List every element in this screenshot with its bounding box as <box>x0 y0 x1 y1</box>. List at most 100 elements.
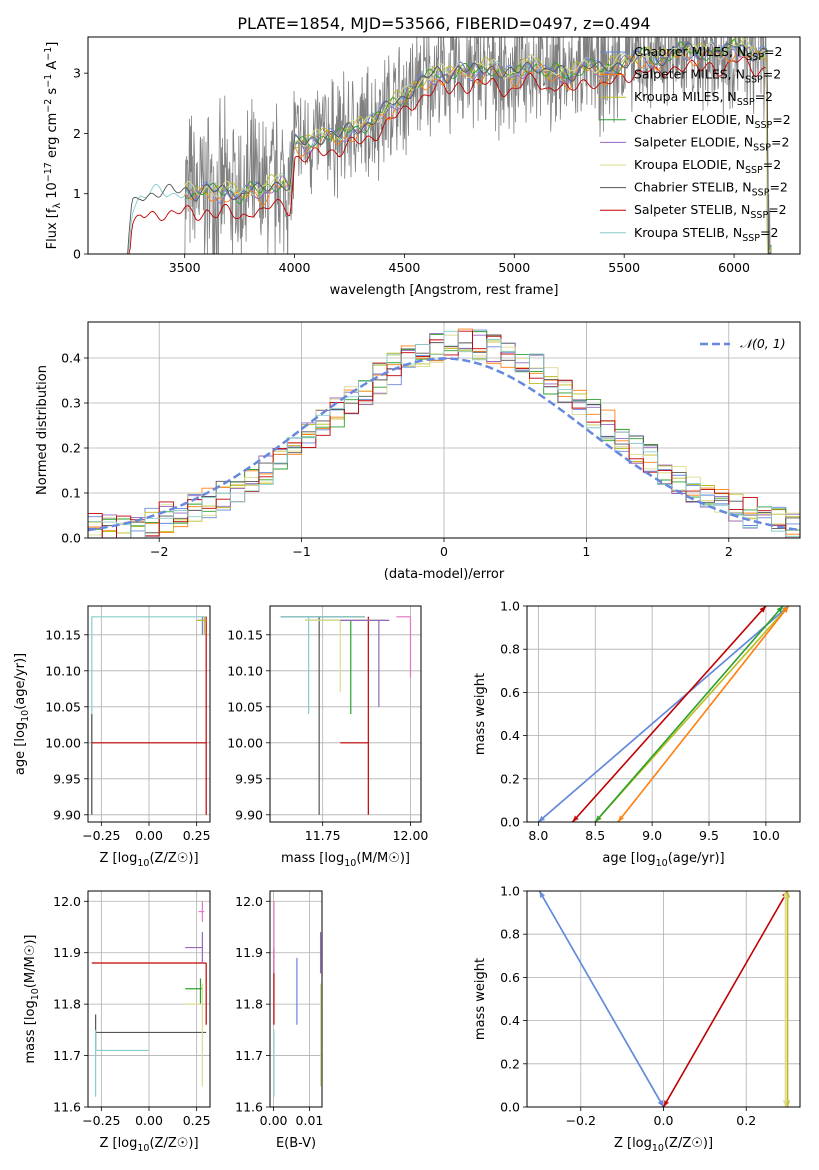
spectrum-xtick-label: 4500 <box>389 260 421 275</box>
age_vs_Z-axes: −0.25 0.00 0.25 9.90 9.95 10.00 10.05 10.10 10.1… <box>13 606 211 869</box>
massweight_vs_Z-xtick-label: −0.2 <box>566 1113 596 1128</box>
spectrum-model-chabrier_stelib <box>127 42 772 254</box>
legend-entry-chabrier_miles: Chabrier MILES, NSSP=2 <box>634 44 782 63</box>
mass_vs_Z-ylabel: mass [log10(M/M☉)] <box>23 935 41 1064</box>
massweight_vs_Z-xtick-label: 0.2 <box>736 1113 756 1128</box>
age_vs_Z-ytick-label: 9.95 <box>53 771 81 786</box>
massweight_vs_Z-ytick-label: 0.0 <box>500 1100 520 1115</box>
massweight_vs_Z-xlabel: Z [log10(Z/Z☉)] <box>614 1136 713 1154</box>
legend-entry-kroupa_elodie: Kroupa ELODIE, NSSP=2 <box>634 157 781 176</box>
legend-entry-salpeter_miles: Salpeter MILES, NSSP=2 <box>634 67 781 86</box>
legend-entry-salpeter_elodie: Salpeter ELODIE, NSSP=2 <box>634 134 789 153</box>
age_vs_mass-ytick-label: 9.90 <box>235 807 263 822</box>
age_vs_mass-ytick-label: 10.05 <box>227 699 263 714</box>
mass_vs_Z-xtick-label: 0.25 <box>183 1113 211 1128</box>
massweight_vs_Z-arrowhead-kroupa_elodie <box>782 891 789 898</box>
mass_vs_ebv-plot <box>273 901 322 1097</box>
gaussian-legend-label: 𝒩(0, 1) <box>740 336 786 351</box>
age_vs_Z-xtick-label: −0.25 <box>82 828 120 843</box>
massweight_vs_Z-arrowtail-salpeter_stelib <box>663 1100 670 1107</box>
massweight_vs_Z-xtick-label: 0.0 <box>654 1113 674 1128</box>
spectrum-ytick-label: 2 <box>73 126 81 141</box>
massweight_vs_Z-ytick-label: 0.8 <box>500 927 520 942</box>
spectrum-xtick-label: 5500 <box>608 260 640 275</box>
massweight_vs_age-ytick-label: 0.0 <box>500 815 520 830</box>
massweight_vs_Z-ytick-label: 0.2 <box>500 1056 520 1071</box>
mass_vs_Z-axes: −0.25 0.00 0.25 11.6 11.7 11.8 11.9 12.0 Z [log1… <box>23 891 211 1154</box>
residuals-ytick-label: 0.0 <box>61 531 81 546</box>
residuals-xtick-label: 2 <box>725 544 733 559</box>
spectrum-ytick-label: 3 <box>73 66 81 81</box>
histogram-kroupa_stelib <box>88 330 800 538</box>
residuals-xlabel: (data-model)/error <box>384 567 505 582</box>
massweight_vs_age-ytick-label: 0.4 <box>500 728 520 743</box>
residuals-plot <box>88 328 800 538</box>
mass_vs_Z-ytick-label: 11.6 <box>53 1100 81 1115</box>
massweight_vs_age-ytick-label: 0.6 <box>500 685 520 700</box>
legend-entry-chabrier_elodie: Chabrier ELODIE, NSSP=2 <box>634 112 791 131</box>
mass_vs_Z-ytick-label: 11.8 <box>53 997 81 1012</box>
residuals-xtick-label: 1 <box>582 544 590 559</box>
legend-entry-kroupa_miles: Kroupa MILES, NSSP=2 <box>634 89 773 108</box>
massweight_vs_age-ytick-label: 0.8 <box>500 642 520 657</box>
spectrum-xtick-label: 4000 <box>279 260 311 275</box>
axes-frame <box>526 605 801 823</box>
age_vs_Z-ytick-label: 10.10 <box>45 663 81 678</box>
age_vs_mass-ytick-label: 9.95 <box>235 771 263 786</box>
massweight_vs_age-arrowhead-salpeter_miles <box>782 606 789 613</box>
axes-frame <box>526 890 801 1108</box>
age_vs_Z-plot <box>91 616 207 815</box>
mass_vs_ebv-ytick-label: 11.8 <box>235 997 263 1012</box>
age_vs_mass-ytick-label: 10.15 <box>227 627 263 642</box>
axes-frame <box>87 36 801 255</box>
massweight_vs_age-xtick-label: 8.5 <box>585 828 605 843</box>
age_vs_Z-ytick-label: 10.00 <box>45 735 81 750</box>
massweight_vs_age-arrowhead-chabrier_elodie <box>776 606 783 613</box>
mass_vs_Z-xtick-label: 0.00 <box>135 1113 163 1128</box>
massweight_vs_age-ytick-label: 0.2 <box>500 771 520 786</box>
residuals-ytick-label: 0.3 <box>61 396 81 411</box>
age_vs_Z-xlabel: Z [log10(Z/Z☉)] <box>99 851 198 869</box>
mass_vs_Z-xtick-label: −0.25 <box>82 1113 120 1128</box>
age_vs_mass-xtick-label: 12.00 <box>393 828 429 843</box>
age_vs_mass-xtick-label: 11.75 <box>305 828 341 843</box>
massweight_vs_Z-ytick-label: 0.6 <box>500 970 520 985</box>
spectrum-xlabel: wavelength [Angstrom, rest frame] <box>330 283 559 298</box>
residuals-xtick-label: −2 <box>150 544 168 559</box>
massweight_vs_age-xtick-label: 9.0 <box>642 828 662 843</box>
spectrum-xtick-label: 3500 <box>169 260 201 275</box>
massweight_vs_age-arrowhead-salpeter_stelib <box>759 606 766 613</box>
massweight_vs_age-segment-salpeter_miles <box>617 606 790 822</box>
massweight_vs_Z-arrowtail-chabrier_miles <box>539 891 545 898</box>
age_vs_mass-ytick-label: 10.00 <box>227 735 263 750</box>
spectrum-plot <box>127 37 772 254</box>
mass_vs_ebv-ytick-label: 11.7 <box>235 1048 263 1063</box>
massweight_vs_age-xlabel: age [log10(age/yr)] <box>602 851 724 869</box>
massweight_vs_age-ylabel: mass weight <box>473 673 488 755</box>
mass_vs_ebv-axes: 0.00 0.01 11.6 11.7 11.8 11.9 12.0 E(B-V) <box>235 891 323 1151</box>
spectrum-ytick-label: 0 <box>73 247 81 262</box>
legend-entry-chabrier_stelib: Chabrier STELIB, NSSP=2 <box>634 180 788 199</box>
massweight_vs_age-segment-salpeter_stelib <box>571 606 767 822</box>
mass_vs_Z-ytick-label: 12.0 <box>53 894 81 909</box>
massweight_vs_Z-segment-chabrier_miles <box>538 891 665 1107</box>
spectrum-model-chabrier_elodie <box>184 39 772 249</box>
figure-title: PLATE=1854, MJD=53566, FIBERID=0497, z=0… <box>237 14 650 33</box>
spectrum-model-kroupa_elodie <box>184 38 772 254</box>
axes-frame <box>87 321 801 539</box>
axes-frame <box>87 605 211 823</box>
residuals-ytick-label: 0.4 <box>61 351 81 366</box>
legend-entry-salpeter_stelib: Salpeter STELIB, NSSP=2 <box>634 202 787 221</box>
residuals-ytick-label: 0.1 <box>61 486 81 501</box>
spectrum-ylabel: Flux [fλ 10−17 erg cm−2 s−1 A−1] <box>43 42 63 250</box>
residuals-ylabel: Normed distribution <box>35 365 50 495</box>
massweight_vs_age-arrowtail-chabrier_elodie <box>595 815 602 822</box>
legend-entry-kroupa_stelib: Kroupa STELIB, NSSP=2 <box>634 225 778 244</box>
mass_vs_Z-plot <box>91 901 207 1097</box>
spectrum-ytick-label: 1 <box>73 186 81 201</box>
massweight_vs_Z-axes: −0.2 0.0 0.2 0.0 0.2 0.4 0.6 0.8 1.0 Z [log10(Z/Z… <box>473 884 800 1154</box>
massweight_vs_age-xtick-label: 8.0 <box>528 828 548 843</box>
mass_vs_ebv-xtick-label: 0.01 <box>296 1113 324 1128</box>
mass_vs_ebv-ytick-label: 12.0 <box>235 894 263 909</box>
